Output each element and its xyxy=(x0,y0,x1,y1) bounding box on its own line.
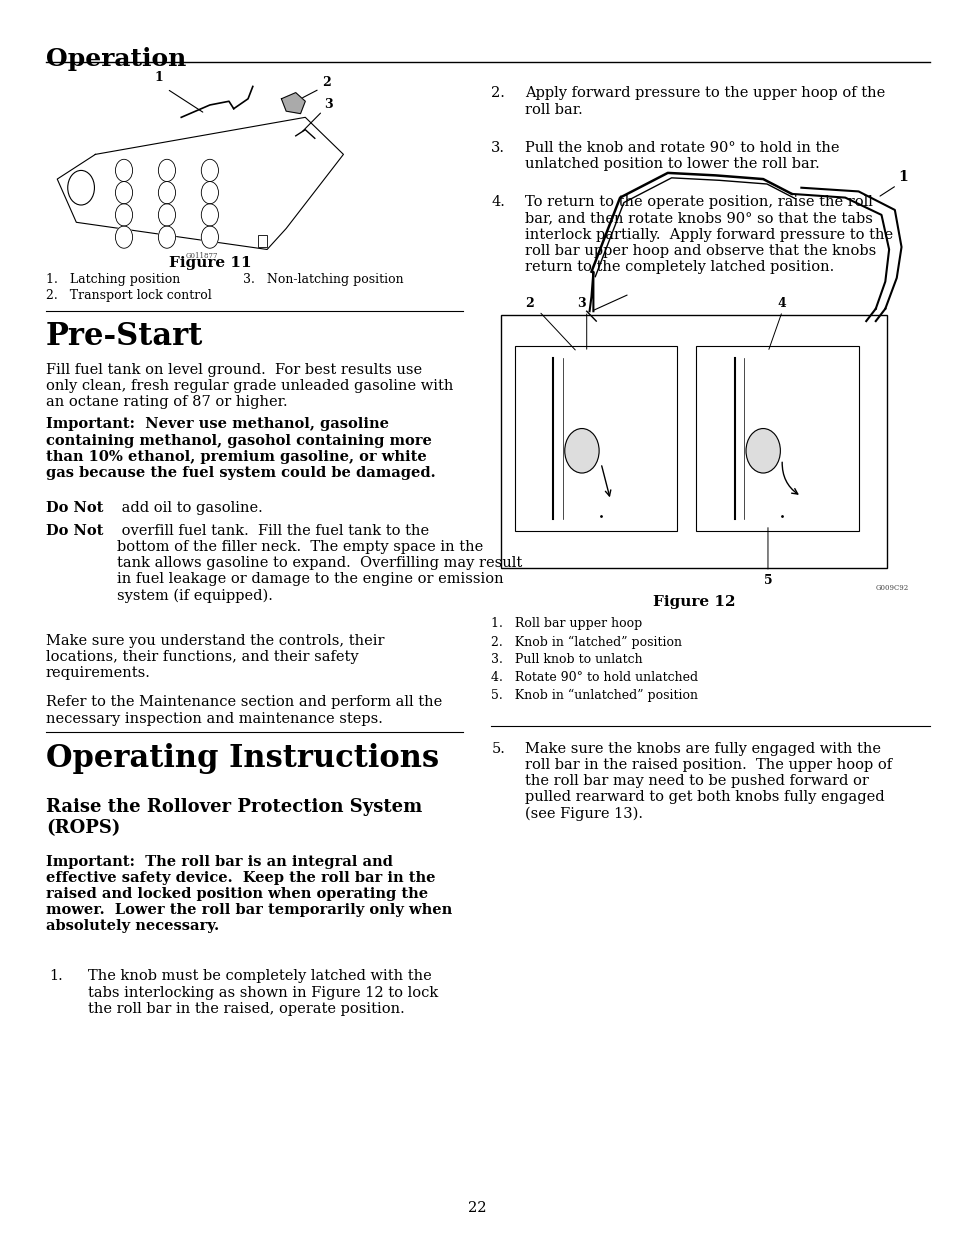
Text: Pre-Start: Pre-Start xyxy=(46,321,203,352)
Bar xyxy=(515,346,677,531)
Bar xyxy=(696,346,858,531)
Text: Operation: Operation xyxy=(46,47,186,70)
Text: 2.   Transport lock control: 2. Transport lock control xyxy=(46,289,212,303)
Circle shape xyxy=(68,170,94,205)
Circle shape xyxy=(115,226,132,248)
Text: 3: 3 xyxy=(577,296,585,310)
Text: Do Not: Do Not xyxy=(46,524,103,537)
Text: 1: 1 xyxy=(898,170,907,184)
Circle shape xyxy=(115,159,132,182)
Text: 2: 2 xyxy=(524,296,533,310)
Polygon shape xyxy=(57,117,343,249)
Text: Pull the knob and rotate 90° to hold in the
unlatched position to lower the roll: Pull the knob and rotate 90° to hold in … xyxy=(524,141,839,170)
Text: 2: 2 xyxy=(322,75,331,89)
Circle shape xyxy=(115,204,132,226)
Circle shape xyxy=(158,159,175,182)
Text: 1.   Roll bar upper hoop: 1. Roll bar upper hoop xyxy=(491,618,642,631)
Text: 5.   Knob in “unlatched” position: 5. Knob in “unlatched” position xyxy=(491,689,698,703)
Text: To return to the operate position, raise the roll
bar, and then rotate knobs 90°: To return to the operate position, raise… xyxy=(524,195,892,274)
Text: 2.: 2. xyxy=(491,86,505,100)
Circle shape xyxy=(158,182,175,204)
Text: Important:  The roll bar is an integral and
effective safety device.  Keep the r: Important: The roll bar is an integral a… xyxy=(46,855,452,934)
Text: add oil to gasoline.: add oil to gasoline. xyxy=(117,501,263,515)
Text: Figure 12: Figure 12 xyxy=(652,595,735,609)
Circle shape xyxy=(201,204,218,226)
Text: The knob must be completely latched with the
tabs interlocking as shown in Figur: The knob must be completely latched with… xyxy=(88,969,437,1016)
Text: 1.   Latching position: 1. Latching position xyxy=(46,273,180,287)
Bar xyxy=(257,235,267,247)
Text: G009C92: G009C92 xyxy=(875,584,908,592)
Circle shape xyxy=(158,204,175,226)
Text: Make sure you understand the controls, their
locations, their functions, and the: Make sure you understand the controls, t… xyxy=(46,634,384,680)
Text: Refer to the Maintenance section and perform all the
necessary inspection and ma: Refer to the Maintenance section and per… xyxy=(46,695,441,725)
Text: 4.: 4. xyxy=(491,195,505,209)
Text: Apply forward pressure to the upper hoop of the
roll bar.: Apply forward pressure to the upper hoop… xyxy=(524,86,884,116)
Text: 1.: 1. xyxy=(50,969,63,983)
Polygon shape xyxy=(281,93,305,114)
Circle shape xyxy=(201,182,218,204)
Text: 3.: 3. xyxy=(491,141,505,154)
Text: 5.: 5. xyxy=(491,741,505,756)
Text: Figure 11: Figure 11 xyxy=(169,256,251,269)
Text: Do Not: Do Not xyxy=(46,501,103,515)
Text: Raise the Rollover Protection System
(ROPS): Raise the Rollover Protection System (RO… xyxy=(46,798,421,836)
Text: 1: 1 xyxy=(154,70,163,84)
Text: Important:  Never use methanol, gasoline
containing methanol, gasohol containing: Important: Never use methanol, gasoline … xyxy=(46,417,435,480)
Text: Make sure the knobs are fully engaged with the
roll bar in the raised position. : Make sure the knobs are fully engaged wi… xyxy=(524,741,891,821)
Circle shape xyxy=(745,429,780,473)
Text: 4: 4 xyxy=(777,296,785,310)
Text: 2.   Knob in “latched” position: 2. Knob in “latched” position xyxy=(491,635,681,648)
Text: 5: 5 xyxy=(762,574,772,588)
Text: 3.   Non-latching position: 3. Non-latching position xyxy=(243,273,403,287)
Text: 4.   Rotate 90° to hold unlatched: 4. Rotate 90° to hold unlatched xyxy=(491,671,698,684)
Circle shape xyxy=(564,429,598,473)
Circle shape xyxy=(158,226,175,248)
Circle shape xyxy=(201,226,218,248)
Text: G011877: G011877 xyxy=(186,252,218,259)
Text: 3.   Pull knob to unlatch: 3. Pull knob to unlatch xyxy=(491,653,642,667)
Text: 22: 22 xyxy=(467,1202,486,1215)
Text: Fill fuel tank on level ground.  For best results use
only clean, fresh regular : Fill fuel tank on level ground. For best… xyxy=(46,363,453,410)
Text: 3: 3 xyxy=(324,98,333,111)
Text: Operating Instructions: Operating Instructions xyxy=(46,743,438,774)
Bar xyxy=(500,315,886,568)
Text: overfill fuel tank.  Fill the fuel tank to the
bottom of the filler neck.  The e: overfill fuel tank. Fill the fuel tank t… xyxy=(117,524,522,603)
Circle shape xyxy=(201,159,218,182)
Circle shape xyxy=(115,182,132,204)
